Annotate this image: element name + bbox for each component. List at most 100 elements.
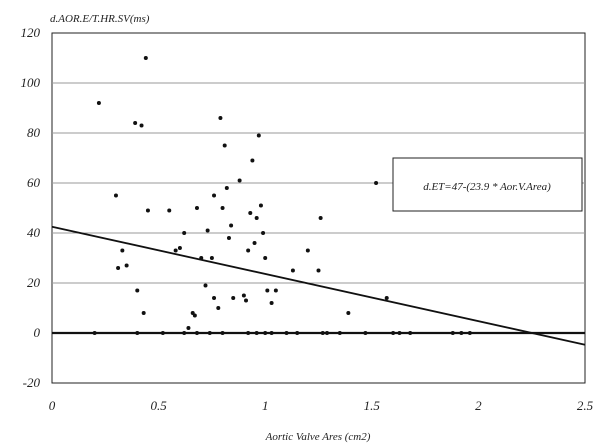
data-point [143, 56, 148, 60]
data-point [194, 331, 199, 335]
data-point [337, 331, 342, 335]
data-point [220, 331, 225, 335]
data-point [218, 116, 223, 120]
data-point [173, 248, 178, 253]
data-point [256, 133, 261, 138]
data-point [269, 331, 274, 335]
data-point [254, 331, 259, 335]
data-point [261, 231, 266, 235]
y-tick-label: 40 [27, 225, 41, 240]
data-point [252, 241, 257, 245]
y-tick-label: 120 [21, 25, 41, 40]
y-tick-label: -20 [23, 375, 41, 390]
data-point [374, 181, 379, 185]
data-point [254, 216, 259, 220]
data-point [116, 266, 121, 270]
data-point [263, 331, 268, 335]
data-point [96, 101, 101, 105]
data-point [316, 268, 321, 273]
data-point [397, 331, 402, 335]
data-point [160, 331, 165, 335]
data-point [250, 158, 255, 163]
x-tick-label: 0.5 [150, 398, 167, 413]
data-point [246, 331, 251, 335]
data-point [284, 331, 289, 335]
data-point [145, 208, 150, 213]
data-point [459, 331, 464, 335]
data-point [220, 206, 225, 210]
y-axis-title: d.AOR.E/T.HR.SV(ms) [50, 13, 150, 25]
annotation-box [392, 157, 583, 212]
y-tick-label: 100 [21, 75, 41, 90]
data-point [263, 256, 268, 260]
data-point [135, 331, 140, 335]
data-point [194, 206, 199, 210]
x-tick-label: 1.5 [364, 398, 381, 413]
data-point [273, 288, 278, 293]
annotation-text: d.ET=47-(23.9 * Aor.V.Area) [423, 181, 551, 193]
data-point [229, 223, 234, 228]
data-point [237, 178, 242, 183]
data-point [244, 298, 249, 303]
data-point [231, 296, 236, 300]
data-point [384, 296, 389, 300]
data-point [207, 331, 212, 335]
data-points [92, 56, 472, 335]
x-tick-label: 1 [262, 398, 269, 413]
data-point [265, 288, 270, 293]
data-point [135, 288, 140, 293]
y-tick-label: 20 [27, 275, 41, 290]
data-point [408, 331, 413, 335]
y-tick-label: 0 [34, 325, 41, 340]
data-point [216, 306, 221, 310]
data-point [203, 283, 208, 288]
data-point [120, 248, 125, 253]
data-point [320, 331, 325, 335]
data-point [212, 193, 217, 198]
data-point [141, 311, 146, 315]
axis-ticks: -20 0 20 40 60 80 100 120 0 0.5 1 1.5 2 2.5 [21, 25, 594, 413]
data-point [363, 331, 368, 335]
data-point [139, 123, 144, 128]
data-point [222, 143, 227, 148]
y-tick-label: 80 [27, 125, 41, 140]
data-point [318, 216, 323, 220]
data-point [305, 248, 310, 253]
data-point [199, 256, 204, 260]
data-point [186, 326, 191, 330]
x-tick-label: 2 [475, 398, 482, 413]
data-point [467, 331, 472, 335]
data-point [246, 248, 251, 253]
data-point [391, 331, 396, 335]
data-point [182, 331, 187, 335]
data-point [133, 121, 138, 125]
data-point [226, 236, 231, 240]
data-point [192, 313, 197, 318]
x-tick-label: 0 [49, 398, 56, 413]
plot-frame [51, 32, 586, 384]
regression-fit-line [51, 225, 586, 346]
x-tick-label: 2.5 [577, 398, 594, 413]
equation-annotation: d.ET=47-(23.9 * Aor.V.Area) [392, 157, 583, 212]
data-point [205, 228, 210, 233]
data-point [212, 296, 217, 300]
data-point [177, 246, 182, 250]
data-point [241, 293, 246, 298]
data-point [209, 256, 214, 260]
data-point [248, 211, 253, 215]
x-axis-title: Aortic Valve Ares (cm2) [265, 431, 371, 443]
data-point [224, 186, 229, 190]
data-point [346, 311, 351, 315]
data-point [295, 331, 300, 335]
data-point [92, 331, 97, 335]
data-point [325, 331, 330, 335]
data-point [167, 208, 172, 213]
regression-line [51, 225, 586, 346]
data-point [113, 193, 118, 198]
data-point [290, 268, 295, 273]
data-point [258, 203, 263, 208]
data-point [450, 331, 455, 335]
data-point [269, 301, 274, 305]
y-tick-label: 60 [27, 175, 41, 190]
